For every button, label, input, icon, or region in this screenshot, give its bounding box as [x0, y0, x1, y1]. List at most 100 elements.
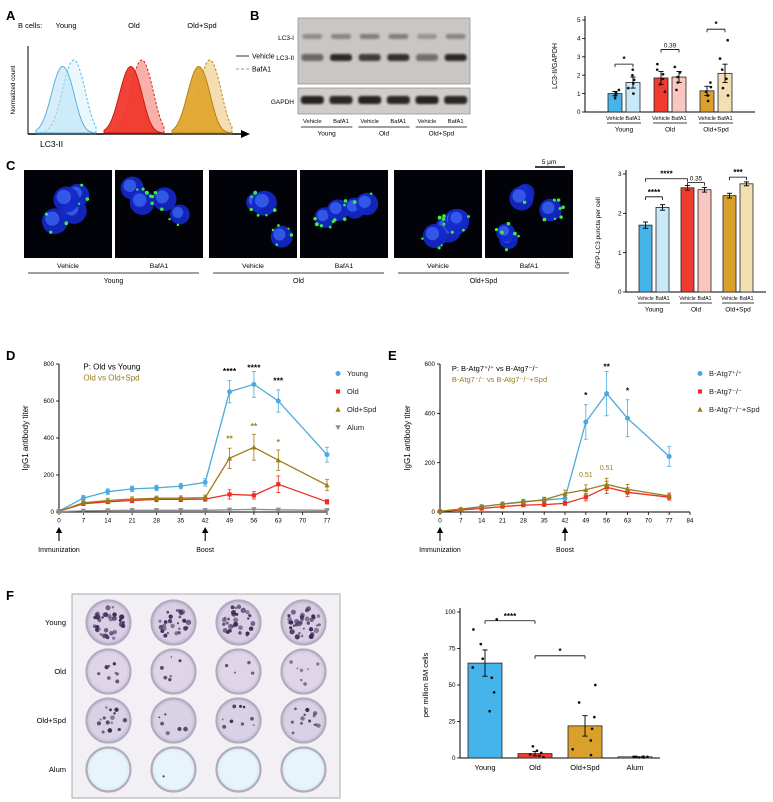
elispot-spot — [98, 628, 101, 631]
annotation: B-Atg7⁻/⁻ vs B-Atg7⁻/⁻+Spd — [452, 375, 547, 384]
data-point — [706, 94, 710, 97]
elispot-spot — [289, 660, 293, 664]
blot-group-label: Old — [379, 131, 390, 138]
x-tick-label: 35 — [541, 518, 549, 525]
elispot-spot — [166, 610, 170, 614]
nucleus-core — [255, 193, 269, 208]
gfp-lc3-punctum — [517, 234, 520, 238]
legend-label: B-Atg7⁻/⁻+Spd — [709, 405, 760, 414]
elispot-spot — [114, 707, 119, 712]
gfp-lc3-punctum — [442, 222, 446, 226]
y-tick-label: 400 — [43, 435, 54, 442]
x-tick-label: 14 — [478, 518, 486, 525]
x-tick-label: 42 — [202, 518, 210, 525]
legend-label: Old — [347, 387, 359, 396]
data-point — [531, 744, 535, 748]
data-point — [663, 90, 667, 94]
panel-C-label: C — [6, 158, 16, 173]
elispot-spot — [313, 723, 316, 726]
marker-square — [276, 482, 281, 487]
significance-label: * — [622, 55, 626, 64]
marker-circle — [666, 454, 672, 459]
marker-triangle-down — [129, 508, 135, 514]
marker-triangle — [178, 495, 184, 501]
group-label: Old — [665, 127, 676, 134]
panel-D-label: D — [6, 348, 16, 363]
y-tick-label: 50 — [448, 682, 456, 689]
elispot-spot — [222, 724, 227, 729]
data-point — [492, 690, 496, 694]
marker-square — [335, 389, 341, 394]
elispot-spot — [160, 721, 165, 726]
x-axis-label: LC3-II — [40, 139, 63, 149]
gfp-lc3-punctum — [319, 224, 324, 228]
data-point — [678, 71, 682, 74]
image-group-label: Old+Spd — [470, 278, 498, 285]
marker-triangle — [202, 494, 208, 500]
annotation: P: B-Atg7⁺/⁺ vs B-Atg7⁻/⁻ — [452, 364, 539, 373]
nucleus-core — [425, 226, 440, 241]
annotation: 0.51 — [600, 465, 614, 472]
data-point — [725, 77, 728, 81]
gfp-lc3-punctum — [441, 217, 446, 221]
elispot-spot — [170, 623, 175, 629]
band-lc3ii — [358, 54, 381, 61]
data-point — [637, 756, 641, 759]
elispot-spot — [105, 720, 110, 725]
data-point — [631, 68, 635, 72]
elispot-spot — [240, 722, 245, 726]
marker-triangle — [153, 495, 160, 501]
elispot-spot — [160, 666, 164, 670]
annotation: ** — [603, 361, 610, 371]
marker-triangle — [499, 501, 506, 507]
group-label: Young — [645, 307, 664, 314]
marker-triangle — [562, 490, 568, 496]
panel-A-label: A — [6, 8, 16, 23]
elispot-spot — [221, 718, 224, 721]
marker-triangle — [324, 482, 330, 488]
y-tick-label: 3 — [577, 54, 581, 61]
image-label: BafA1 — [335, 263, 354, 270]
y-axis-label: IgG1 antibody titer — [403, 405, 412, 471]
x-tick-label: 77 — [666, 518, 674, 525]
data-point — [617, 88, 621, 92]
data-point — [721, 86, 725, 90]
series-line — [58, 446, 328, 512]
gfp-lc3-punctum — [141, 187, 145, 191]
data-point — [726, 38, 730, 42]
elispot-spot — [238, 631, 242, 635]
band-lc3i — [302, 34, 323, 39]
elispot-spot — [112, 612, 117, 617]
gfp-lc3-punctum — [450, 230, 454, 234]
group-label: Young — [615, 127, 634, 134]
marker-triangle — [458, 506, 464, 512]
gfp-lc3-punctum — [275, 243, 279, 246]
gfp-lc3-punctum — [256, 213, 260, 217]
well-inner — [89, 750, 128, 789]
gfp-lc3-punctum — [313, 216, 317, 221]
significance-label: **** — [504, 612, 517, 621]
marker-square — [324, 499, 330, 504]
nucleus-core — [132, 193, 147, 207]
annotation: ** — [251, 421, 258, 431]
annotation: **** — [247, 362, 261, 372]
elispot-spot — [170, 656, 173, 658]
panel-F-elispot-plate: Young Old Old+Spd Alum — [37, 593, 341, 799]
panel-A-flow-histograms: B cells: Young Old Old+Spd Normalized count L… — [10, 21, 275, 149]
blot-lc3-film — [297, 17, 471, 85]
gfp-lc3-punctum — [150, 194, 155, 199]
up-arrow — [201, 527, 209, 533]
gfp-lc3-punctum — [265, 213, 268, 217]
plate-row-label: Young — [45, 618, 66, 627]
elispot-spot — [300, 678, 303, 682]
gfp-lc3-punctum — [153, 191, 158, 195]
marker-triangle-down — [178, 508, 184, 514]
flow-curve — [103, 66, 165, 134]
data-point — [704, 90, 708, 94]
elispot-spot — [158, 619, 162, 623]
elispot-spot — [300, 617, 304, 622]
data-point — [661, 72, 665, 76]
gfp-lc3-punctum — [249, 207, 253, 212]
